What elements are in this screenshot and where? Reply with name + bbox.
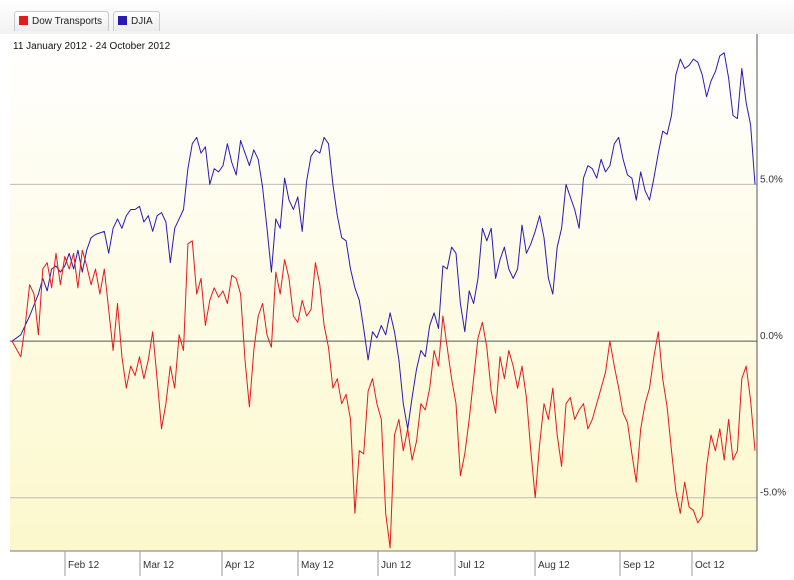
legend-label: Dow Transports xyxy=(32,16,103,27)
x-tick-label: Mar 12 xyxy=(143,560,175,571)
legend-label: DJIA xyxy=(131,16,153,27)
x-tick-label: Aug 12 xyxy=(538,560,570,571)
y-tick-label: 0.0% xyxy=(760,331,783,342)
legend-item-dow-transports[interactable]: Dow Transports xyxy=(14,11,110,31)
x-tick-label: Sep 12 xyxy=(623,560,655,571)
series-line-dow-transports xyxy=(11,240,756,549)
legend-swatch-djia xyxy=(118,16,127,25)
date-range-label: 11 January 2012 - 24 October 2012 xyxy=(13,41,171,52)
x-tick-label: Jul 12 xyxy=(458,560,485,571)
series-line-djia xyxy=(11,52,756,430)
x-tick-label: Oct 12 xyxy=(695,560,725,571)
x-tick-label: Jun 12 xyxy=(381,560,411,571)
legend-item-djia[interactable]: DJIA xyxy=(113,11,160,31)
x-tick-label: Feb 12 xyxy=(68,560,100,571)
y-tick-label: -5.0% xyxy=(760,488,786,499)
x-tick-label: Apr 12 xyxy=(225,560,255,571)
x-tick-label: May 12 xyxy=(301,560,334,571)
legend-swatch-dow-transports xyxy=(19,16,28,25)
y-tick-label: 5.0% xyxy=(760,174,783,185)
